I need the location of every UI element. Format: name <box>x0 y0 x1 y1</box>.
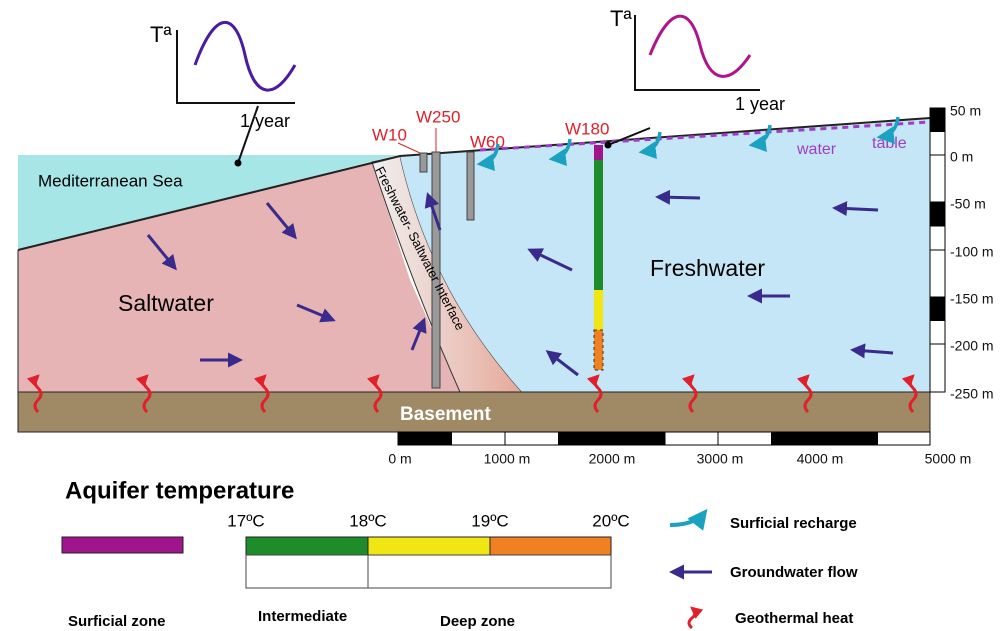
water-table-label: water <box>796 141 837 158</box>
inset-curve <box>195 22 295 90</box>
water-table-label: table <box>872 135 907 152</box>
legend-label: Geothermal heat <box>735 610 853 627</box>
swatch <box>490 537 611 555</box>
depth-scale-block <box>930 321 945 345</box>
depth-label: 0 m <box>950 149 973 165</box>
distance-label: 5000 m <box>925 451 972 467</box>
distance-label: 3000 m <box>697 451 744 467</box>
inset-axes <box>177 30 295 103</box>
cross-section: Tª 1 year Tª 1 year W10 W250 W60 W180 Me… <box>18 6 994 630</box>
zone-label: Deep zone <box>440 613 515 630</box>
legend-label: Surficial recharge <box>730 515 857 532</box>
depth-label: -100 m <box>950 244 994 260</box>
legend-icon <box>689 608 695 628</box>
depth-label: -200 m <box>950 338 994 354</box>
flow-arrow <box>658 197 700 198</box>
depth-scale-block <box>930 226 945 250</box>
distance-label: 4000 m <box>797 451 844 467</box>
pointer-dot <box>235 160 242 167</box>
inset-period: 1 year <box>735 94 785 114</box>
distance-scale-block <box>665 432 718 445</box>
temp-label: 17ºC <box>227 511 264 530</box>
flow-arrow <box>835 208 878 210</box>
inset-period: 1 year <box>240 111 290 131</box>
freshwater-label: Freshwater <box>650 255 765 281</box>
sea-label: Mediterranean Sea <box>38 171 183 190</box>
distance-scale-block <box>718 432 772 445</box>
distance-label: 1000 m <box>484 451 531 467</box>
pointer <box>398 143 420 153</box>
legend-icon <box>670 512 705 525</box>
depth-label: -250 m <box>950 386 994 402</box>
distance-scale-block <box>878 432 931 445</box>
distance-label: 0 m <box>388 451 411 467</box>
legend-title: Aquifer temperature <box>65 477 294 504</box>
distance-scale-block <box>452 432 506 445</box>
bracket <box>246 555 611 588</box>
swatch <box>368 537 490 555</box>
well-label: W60 <box>470 132 505 151</box>
well-deep <box>594 330 603 370</box>
inset-label: Tª <box>610 6 632 31</box>
basement-label: Basement <box>400 404 491 425</box>
saltwater-label: Saltwater <box>118 290 214 316</box>
diagram: Tª 1 year Tª 1 year W10 W250 W60 W180 Me… <box>0 0 1006 631</box>
legend-label: Groundwater flow <box>730 564 858 581</box>
well <box>420 153 427 172</box>
well-label: W180 <box>565 119 609 138</box>
inset-label: Tª <box>150 22 172 47</box>
swatch <box>62 537 183 553</box>
zone-label: Intermediate <box>258 608 347 625</box>
inset-axes <box>635 15 760 90</box>
distance-label: 2000 m <box>589 451 636 467</box>
well-intermediate <box>594 160 603 290</box>
pointer-dot <box>605 142 612 149</box>
depth-label: 50 m <box>950 103 981 119</box>
inset-curve <box>650 16 750 76</box>
depth-scale-block <box>930 250 945 297</box>
depth-label: -50 m <box>950 196 986 212</box>
depth-scale-block <box>930 155 945 202</box>
swatch <box>246 537 368 555</box>
temp-label: 20ºC <box>592 511 629 530</box>
depth-scale-block <box>930 344 945 392</box>
zone-label: Surficial zone <box>68 613 166 630</box>
well <box>467 152 474 220</box>
distance-scale-block <box>505 432 559 445</box>
temp-label: 18ºC <box>349 511 386 530</box>
well-label: W250 <box>416 107 460 126</box>
depth-scale-block <box>930 132 945 156</box>
well-deep <box>594 290 603 330</box>
well-surficial <box>594 145 603 160</box>
temp-label: 19ºC <box>471 511 508 530</box>
depth-label: -150 m <box>950 291 994 307</box>
well-label: W10 <box>372 125 407 144</box>
